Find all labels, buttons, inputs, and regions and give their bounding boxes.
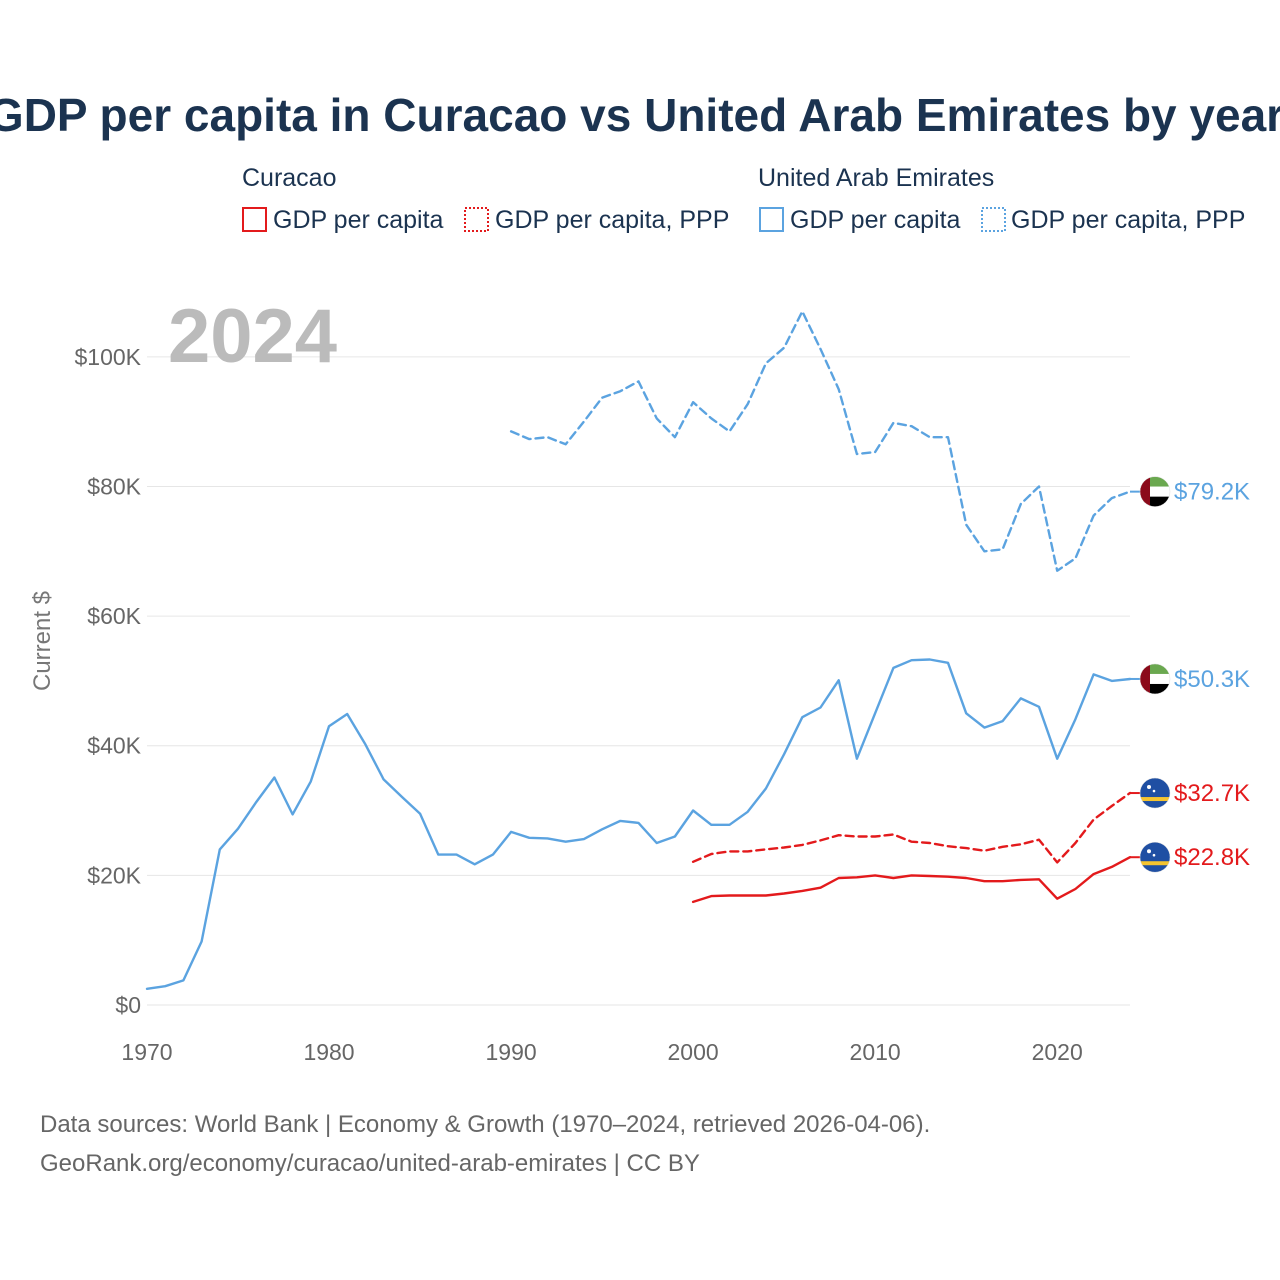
end-value-label: $79.2K	[1174, 479, 1250, 506]
y-tick-label: $0	[115, 992, 141, 1018]
end-value-label: $22.8K	[1174, 844, 1250, 871]
curacao-flag-icon	[1139, 777, 1171, 809]
legend: Curacao GDP per capita GDP per capita, P…	[242, 164, 1245, 234]
y-tick-label: $60K	[87, 603, 141, 629]
legend-label-uae-gdp: GDP per capita	[790, 206, 961, 234]
legend-group-uae: United Arab Emirates	[758, 164, 994, 192]
uae-flag-icon	[1139, 663, 1171, 695]
series-line-0	[509, 310, 1132, 572]
curacao-flag-icon	[1139, 841, 1171, 873]
x-tick-label: 2020	[1032, 1039, 1083, 1065]
grid-lines	[147, 356, 1130, 1006]
x-tick-label: 2000	[668, 1039, 719, 1065]
y-tick-label: $20K	[87, 862, 141, 888]
uae-flag-icon	[1139, 476, 1171, 507]
x-axis-ticks: 1970 1980 1990 2000 2010 2020	[121, 1039, 1082, 1065]
y-tick-label: $80K	[87, 473, 141, 499]
y-tick-label: $100K	[74, 344, 141, 370]
year-watermark: 2024	[168, 294, 337, 379]
legend-swatch-uae-gdp	[759, 207, 784, 232]
data-source-note: Data sources: World Bank | Economy & Gro…	[40, 1111, 930, 1138]
attribution-link[interactable]: GeoRank.org/economy/curacao/united-arab-…	[40, 1150, 700, 1177]
legend-label-curacao-gdp: GDP per capita	[273, 206, 444, 234]
series-end-markers: $79.2K $50.3K $32.7K $22.8K	[1130, 476, 1250, 873]
series-line-1	[145, 658, 1132, 990]
legend-swatch-curacao-gdp	[242, 207, 267, 232]
y-axis-ticks: $0 $20K $40K $60K $80K $100K	[74, 344, 141, 1018]
end-value-label: $50.3K	[1174, 666, 1250, 693]
x-tick-label: 1970	[121, 1039, 172, 1065]
series-line-2	[691, 791, 1132, 864]
legend-label-curacao-ppp: GDP per capita, PPP	[495, 206, 729, 234]
legend-swatch-uae-ppp	[981, 207, 1006, 232]
series	[145, 310, 1132, 990]
y-tick-label: $40K	[87, 733, 141, 759]
legend-group-curacao: Curacao	[242, 164, 337, 192]
chart-title: GDP per capita in Curacao vs United Arab…	[0, 89, 1280, 141]
series-line-3	[691, 856, 1132, 904]
legend-swatch-curacao-ppp	[464, 207, 489, 232]
end-value-label: $32.7K	[1174, 780, 1250, 807]
x-tick-label: 1980	[303, 1039, 354, 1065]
legend-label-uae-ppp: GDP per capita, PPP	[1011, 206, 1245, 234]
x-tick-label: 2010	[850, 1039, 901, 1065]
x-tick-label: 1990	[485, 1039, 536, 1065]
y-axis-label: Current $	[29, 591, 56, 691]
